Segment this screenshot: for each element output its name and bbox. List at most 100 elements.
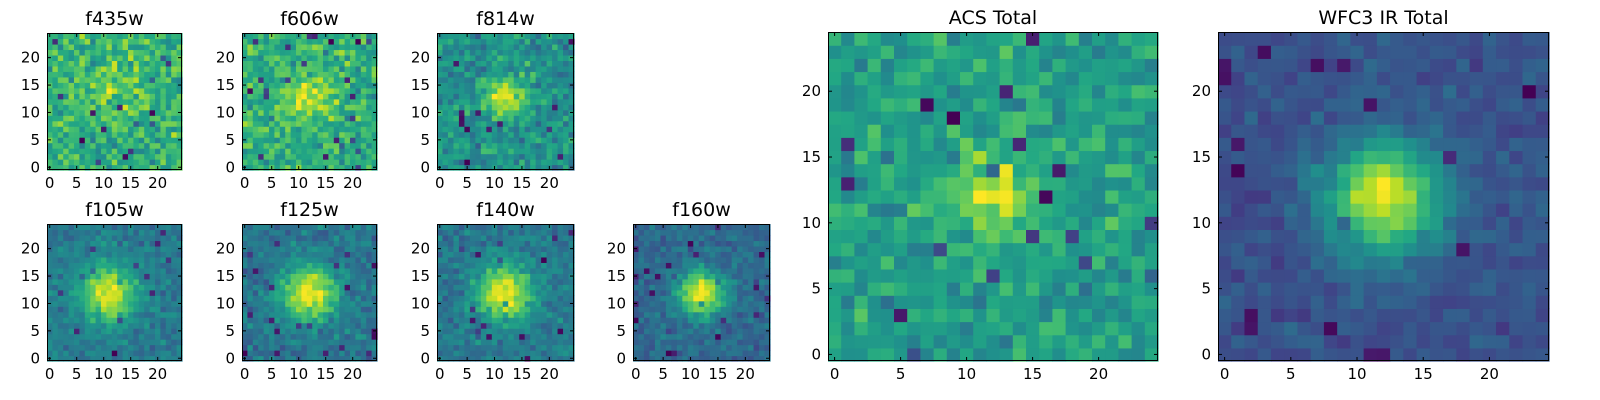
heatmap-cell [764, 267, 771, 274]
heatmap-cell [546, 229, 553, 236]
heatmap-cell [111, 251, 118, 258]
heatmap-cell [90, 120, 97, 127]
heatmap-cell [986, 255, 1001, 270]
heatmap-cell [524, 142, 531, 149]
heatmap-cell [149, 82, 156, 89]
heatmap-cell [442, 273, 449, 280]
heatmap-cell [671, 311, 678, 318]
y-tick-label: 10 [411, 294, 430, 312]
heatmap-cell [312, 104, 319, 111]
heatmap-cell [63, 300, 70, 307]
heatmap-cell [355, 137, 362, 144]
heatmap-cell [328, 33, 335, 40]
heatmap-cell [68, 82, 75, 89]
heatmap-cell [1144, 308, 1159, 323]
heatmap-cell [247, 38, 254, 45]
heatmap-cell [704, 229, 711, 236]
heatmap-cell [90, 317, 97, 324]
heatmap-cell [171, 333, 178, 340]
heatmap-cell [52, 284, 59, 291]
heatmap-cell [155, 71, 161, 78]
heatmap-cell [84, 93, 91, 100]
heatmap-cell [63, 322, 70, 329]
heatmap-cell [524, 109, 531, 116]
heatmap-cell [117, 93, 124, 100]
heatmap-cell [1118, 334, 1133, 349]
heatmap-cell [263, 295, 270, 302]
heatmap-cell [519, 273, 526, 280]
heatmap-cell [753, 234, 760, 242]
heatmap-cell [676, 240, 683, 247]
heatmap-cell [633, 350, 640, 357]
heatmap-cell [63, 273, 70, 280]
heatmap-cell [301, 267, 308, 274]
heatmap-cell [568, 317, 575, 324]
heatmap-cell [171, 311, 178, 318]
heatmap-cell [171, 164, 178, 171]
heatmap-cell [480, 43, 487, 51]
heatmap-cell [171, 33, 178, 40]
heatmap-cell [497, 137, 504, 144]
heatmap-cell [63, 317, 70, 324]
heatmap-cell [633, 289, 640, 296]
heatmap-cell [693, 328, 700, 335]
heatmap-cell [1105, 347, 1119, 362]
heatmap-cell [464, 104, 471, 111]
heatmap-cell [155, 137, 161, 144]
heatmap-cell [552, 54, 559, 61]
heatmap-cell [285, 311, 292, 318]
heatmap-cell [453, 267, 460, 274]
heatmap-cell [52, 104, 59, 111]
heatmap-cell [519, 262, 526, 269]
heatmap-cell [720, 240, 727, 247]
heatmap-cell [568, 104, 575, 111]
heatmap-cell [649, 273, 656, 280]
heatmap-cell [638, 350, 645, 357]
heatmap-cell [541, 98, 548, 105]
heatmap-cell [68, 109, 75, 116]
heatmap-cell [753, 284, 760, 291]
heatmap-cell [160, 120, 167, 127]
heatmap-cell [828, 203, 842, 217]
heatmap-cell [101, 328, 107, 335]
heatmap-cell [144, 234, 151, 242]
heatmap-cell [1012, 203, 1027, 217]
heatmap-cell [63, 333, 70, 340]
heatmap-cell [285, 164, 292, 171]
heatmap-cell [95, 300, 102, 307]
heatmap-cell [279, 289, 286, 296]
heatmap-cell [339, 295, 346, 302]
heatmap-cell [563, 33, 570, 40]
heatmap-cell [95, 284, 102, 291]
heatmap-cell [165, 245, 172, 252]
heatmap-cell [986, 216, 1001, 230]
heatmap-cell [715, 350, 722, 357]
heatmap-cell [552, 71, 559, 78]
heatmap-cell [138, 355, 145, 362]
heatmap-cell [258, 317, 265, 324]
heatmap-cell [486, 60, 493, 67]
heatmap-cell [557, 126, 564, 133]
heatmap-cell [111, 289, 118, 296]
heatmap-cell [350, 278, 356, 285]
heatmap-cell [68, 120, 75, 127]
heatmap-cell [530, 273, 537, 280]
heatmap-cell [290, 109, 297, 116]
heatmap-cell [1078, 203, 1093, 217]
heatmap-cell [519, 93, 526, 100]
heatmap-cell [149, 256, 156, 263]
heatmap-cell [541, 295, 548, 302]
heatmap-cell [731, 224, 738, 231]
y-tick-label: 20 [216, 49, 235, 67]
heatmap-cell [453, 306, 460, 313]
heatmap-cell [279, 229, 286, 236]
heatmap-cell [84, 333, 91, 340]
heatmap-cell [138, 142, 145, 149]
heatmap-cell [296, 38, 302, 45]
heatmap-cell [557, 333, 564, 340]
heatmap-cell [242, 278, 248, 285]
heatmap-cell [491, 65, 498, 72]
heatmap-cell [242, 87, 248, 94]
heatmap-cell [469, 300, 476, 307]
heatmap-cell [95, 131, 102, 138]
